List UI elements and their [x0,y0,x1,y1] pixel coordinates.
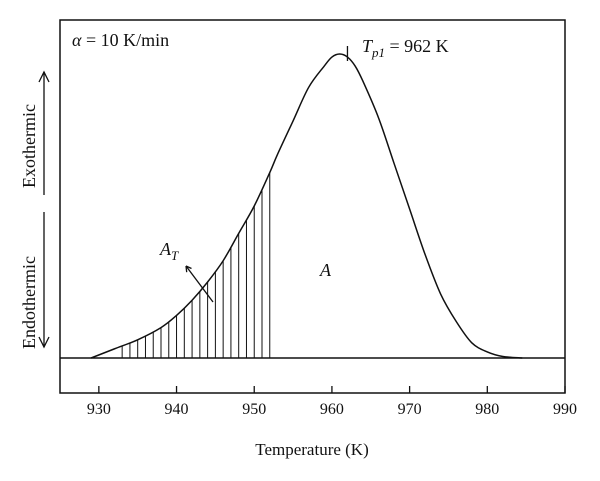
exo-arrow-head [38,70,50,83]
x-tick-label: 970 [398,401,422,418]
x-tick-label: 950 [242,401,266,418]
area-total-label: A [319,260,332,280]
area-partial-arrow [185,265,214,303]
rate-text: = 10 K/min [81,30,169,50]
x-axis-label: Temperature (K) [255,440,369,459]
peak-symbol: T [362,36,374,56]
endo-arrow-head [38,336,50,349]
x-tick-label: 930 [87,401,111,418]
rate-annotation: α = 10 K/min [72,30,169,50]
endo-label: Endothermic [19,256,39,349]
shaded-region-hatch [121,172,271,358]
peak-text: = 962 K [385,36,449,56]
x-tick-label: 990 [553,401,577,418]
x-axis-ticks: 930 940 950 960 970 980 990 [87,386,577,418]
peak-annotation: Tp1 = 962 K [362,36,449,60]
x-tick-label: 960 [320,401,344,418]
x-tick-label: 940 [165,401,189,418]
area-partial-label: AT [159,239,179,263]
exo-label: Exothermic [19,104,39,188]
dsc-curve [90,53,523,359]
peak-subscript: p1 [371,45,385,60]
area-partial-symbol: A [159,239,172,259]
area-partial-subscript: T [171,248,179,263]
area-partial-arrowhead [185,265,192,273]
rate-symbol: α [72,30,82,50]
plot-frame [59,19,566,394]
x-tick-label: 980 [475,401,499,418]
